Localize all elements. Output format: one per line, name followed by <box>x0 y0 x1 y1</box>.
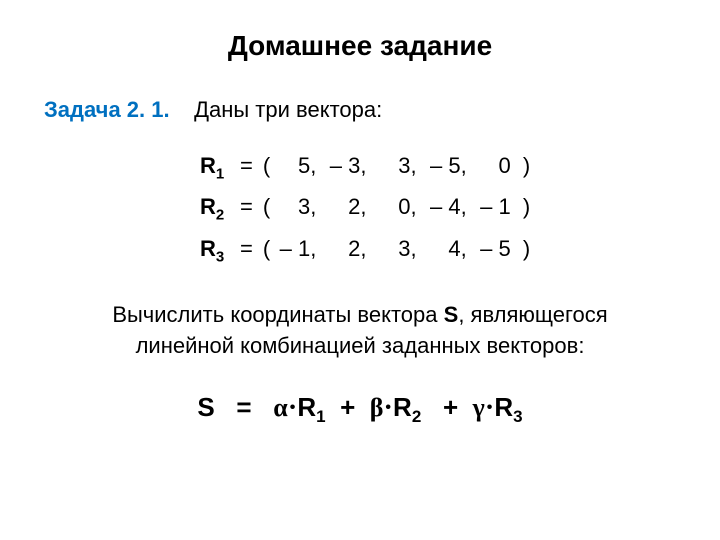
vector-r2: R2 = ( 3 , 2 , 0 , – 4 , – 1 ) <box>200 194 680 223</box>
vector-r1: R1 = ( 5 , – 3 , 3 , – 5 , 0 ) <box>200 153 680 182</box>
problem-text: Даны три вектора: <box>194 97 382 122</box>
formula: S = α•R1 + β•R2 + γ•R3 <box>40 392 680 427</box>
problem-statement: Задача 2. 1. Даны три вектора: <box>40 97 680 123</box>
page-title: Домашнее задание <box>40 30 680 62</box>
vector-r3: R3 = ( – 1 , 2 , 3 , 4 , – 5 ) <box>200 236 680 265</box>
problem-number: Задача 2. 1. <box>44 97 170 122</box>
description: Вычислить координаты вектора S, являющег… <box>40 300 680 362</box>
vectors-block: R1 = ( 5 , – 3 , 3 , – 5 , 0 ) R2 = ( 3 … <box>200 153 680 265</box>
